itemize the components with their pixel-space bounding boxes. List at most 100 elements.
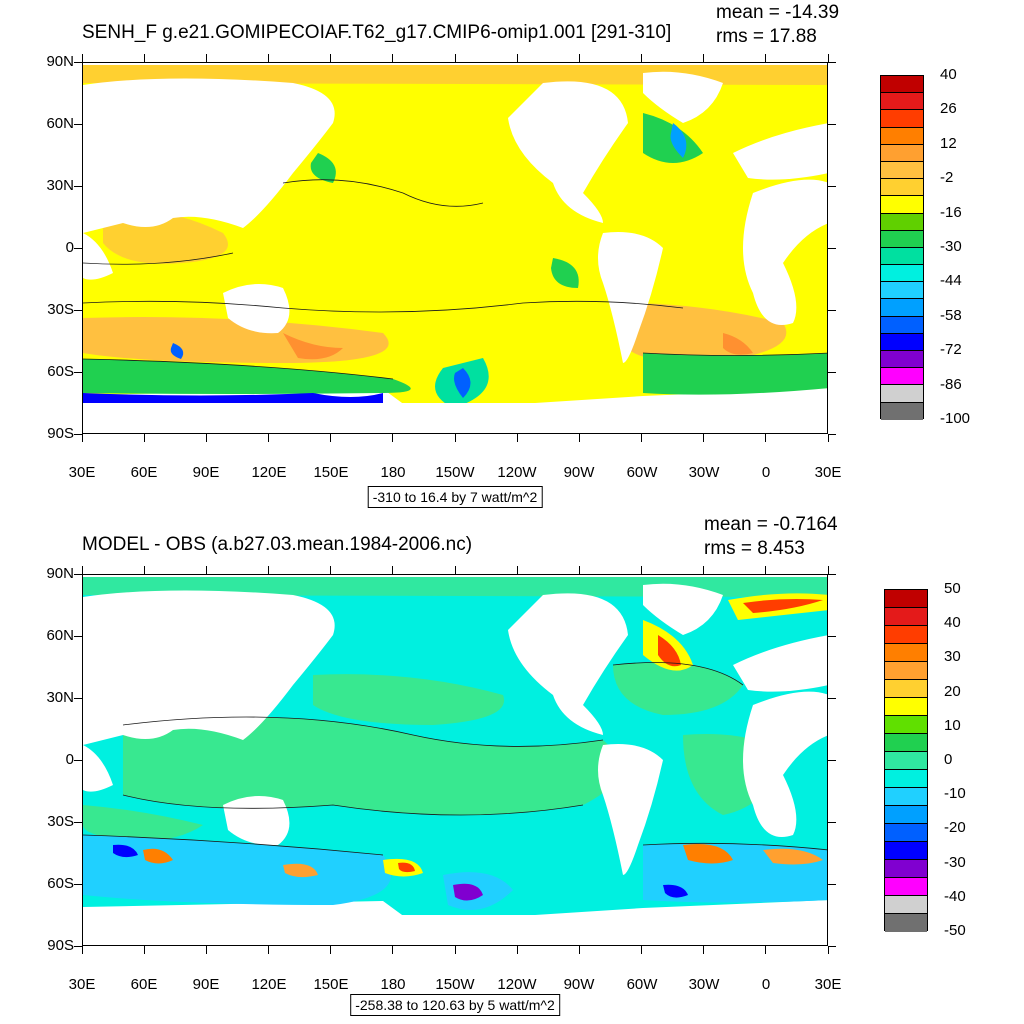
legend-swatch: [885, 680, 927, 698]
axis-tick: [81, 566, 83, 574]
legend-label: -72: [940, 341, 962, 359]
legend-swatch: [881, 333, 923, 351]
lat-label: 90N: [46, 53, 74, 70]
axis-tick: [828, 185, 836, 187]
legend-swatch: [881, 316, 923, 334]
panel-title: MODEL - OBS (a.b27.03.mean.1984-2006.nc): [82, 534, 473, 555]
legend-swatch: [881, 179, 923, 197]
lon-label: 90W: [563, 976, 595, 993]
legend-swatch: [881, 213, 923, 231]
lon-label: 120W: [497, 464, 537, 481]
axis-tick: [828, 371, 836, 373]
axis-tick: [828, 573, 836, 575]
legend-swatch: [885, 878, 927, 896]
axis-tick: [74, 883, 82, 885]
axis-tick: [74, 635, 82, 637]
axis-tick: [703, 566, 705, 574]
lon-label: 150W: [435, 464, 475, 481]
rms-value: rms = 8.453: [704, 538, 805, 559]
legend-swatch: [881, 127, 923, 145]
lon-label: 60W: [626, 464, 658, 481]
map-field: [83, 575, 827, 945]
legend-swatch: [885, 824, 927, 842]
lat-label: 30N: [46, 177, 74, 194]
panel-title: SENH_F g.e21.GOMIPECOIAF.T62_g17.CMIP6-o…: [82, 22, 672, 43]
lon-label: 150E: [313, 464, 349, 481]
legend-swatch: [885, 896, 927, 914]
legend-label: -100: [940, 410, 971, 427]
panel-top: SENH_F g.e21.GOMIPECOIAF.T62_g17.CMIP6-o…: [46, 2, 971, 508]
axis-tick: [827, 434, 829, 442]
legend-swatch: [885, 626, 927, 644]
legend-label: 40: [940, 66, 957, 83]
axis-tick: [74, 371, 82, 373]
axis-tick: [74, 759, 82, 761]
axis-tick: [330, 54, 332, 62]
legend-swatch: [885, 644, 927, 662]
legend-swatch: [881, 196, 923, 214]
axis-tick: [330, 434, 332, 442]
axis-tick: [703, 54, 705, 62]
axis-tick: [828, 697, 836, 699]
legend-label: 10: [944, 716, 961, 734]
lat-label: 0: [65, 751, 74, 768]
axis-tick: [392, 946, 394, 954]
contour-range-label: -310 to 16.4 by 7 watt/m^2: [367, 486, 543, 508]
axis-tick: [268, 54, 269, 62]
legend-label: -30: [944, 853, 966, 871]
axis-tick: [641, 434, 642, 442]
lon-label: 0: [761, 464, 771, 481]
axis-tick: [330, 946, 332, 954]
axis-tick: [828, 945, 836, 947]
legend-label: 50: [944, 580, 961, 597]
legend-label: 20: [944, 682, 961, 700]
axis-tick: [143, 946, 145, 954]
legend-label: -44: [940, 272, 962, 290]
axis-tick: [578, 566, 580, 574]
axis-tick: [641, 946, 642, 954]
axis-tick: [454, 946, 456, 954]
legend-label: 40: [944, 614, 961, 632]
lon-label: 90E: [192, 976, 220, 993]
legend-label: -10: [944, 785, 966, 803]
legend-swatch: [885, 662, 927, 680]
legend-swatch: [885, 698, 927, 716]
legend-swatch: [881, 265, 923, 283]
axis-tick: [74, 697, 82, 699]
lon-label: 60E: [130, 464, 158, 481]
lon-label: 180: [380, 464, 406, 481]
axis-tick: [268, 434, 269, 442]
lon-label: 150E: [313, 976, 349, 993]
lon-label: 30E: [814, 976, 842, 993]
lon-label: 90W: [563, 464, 595, 481]
axis-tick: [765, 54, 767, 62]
axis-tick: [828, 883, 836, 885]
axis-tick: [641, 566, 642, 574]
lat-label: 60N: [46, 627, 74, 644]
axis-tick: [516, 54, 518, 62]
lon-label: 30W: [688, 976, 720, 993]
legend-swatch: [881, 368, 923, 386]
axis-tick: [454, 566, 456, 574]
legend-swatch: [881, 230, 923, 248]
legend-swatch: [881, 282, 923, 300]
legend-label: -86: [940, 375, 962, 393]
lat-label: 30S: [47, 813, 74, 830]
axis-tick: [205, 434, 207, 442]
axis-tick: [641, 54, 642, 62]
axis-tick: [828, 821, 836, 823]
axis-tick: [392, 434, 394, 442]
axis-tick: [81, 434, 83, 442]
lon-label: 90E: [192, 464, 220, 481]
lat-label: 30S: [47, 301, 74, 318]
legend-swatch: [885, 590, 927, 608]
axis-tick: [392, 54, 394, 62]
axis-tick: [205, 566, 207, 574]
mean-value: mean = -0.7164: [704, 514, 838, 535]
axis-tick: [828, 123, 836, 125]
legend-label: 0: [944, 751, 953, 768]
axis-tick: [268, 946, 269, 954]
axis-tick: [828, 433, 836, 435]
axis-tick: [74, 185, 82, 187]
mean-value: mean = -14.39: [716, 2, 840, 23]
